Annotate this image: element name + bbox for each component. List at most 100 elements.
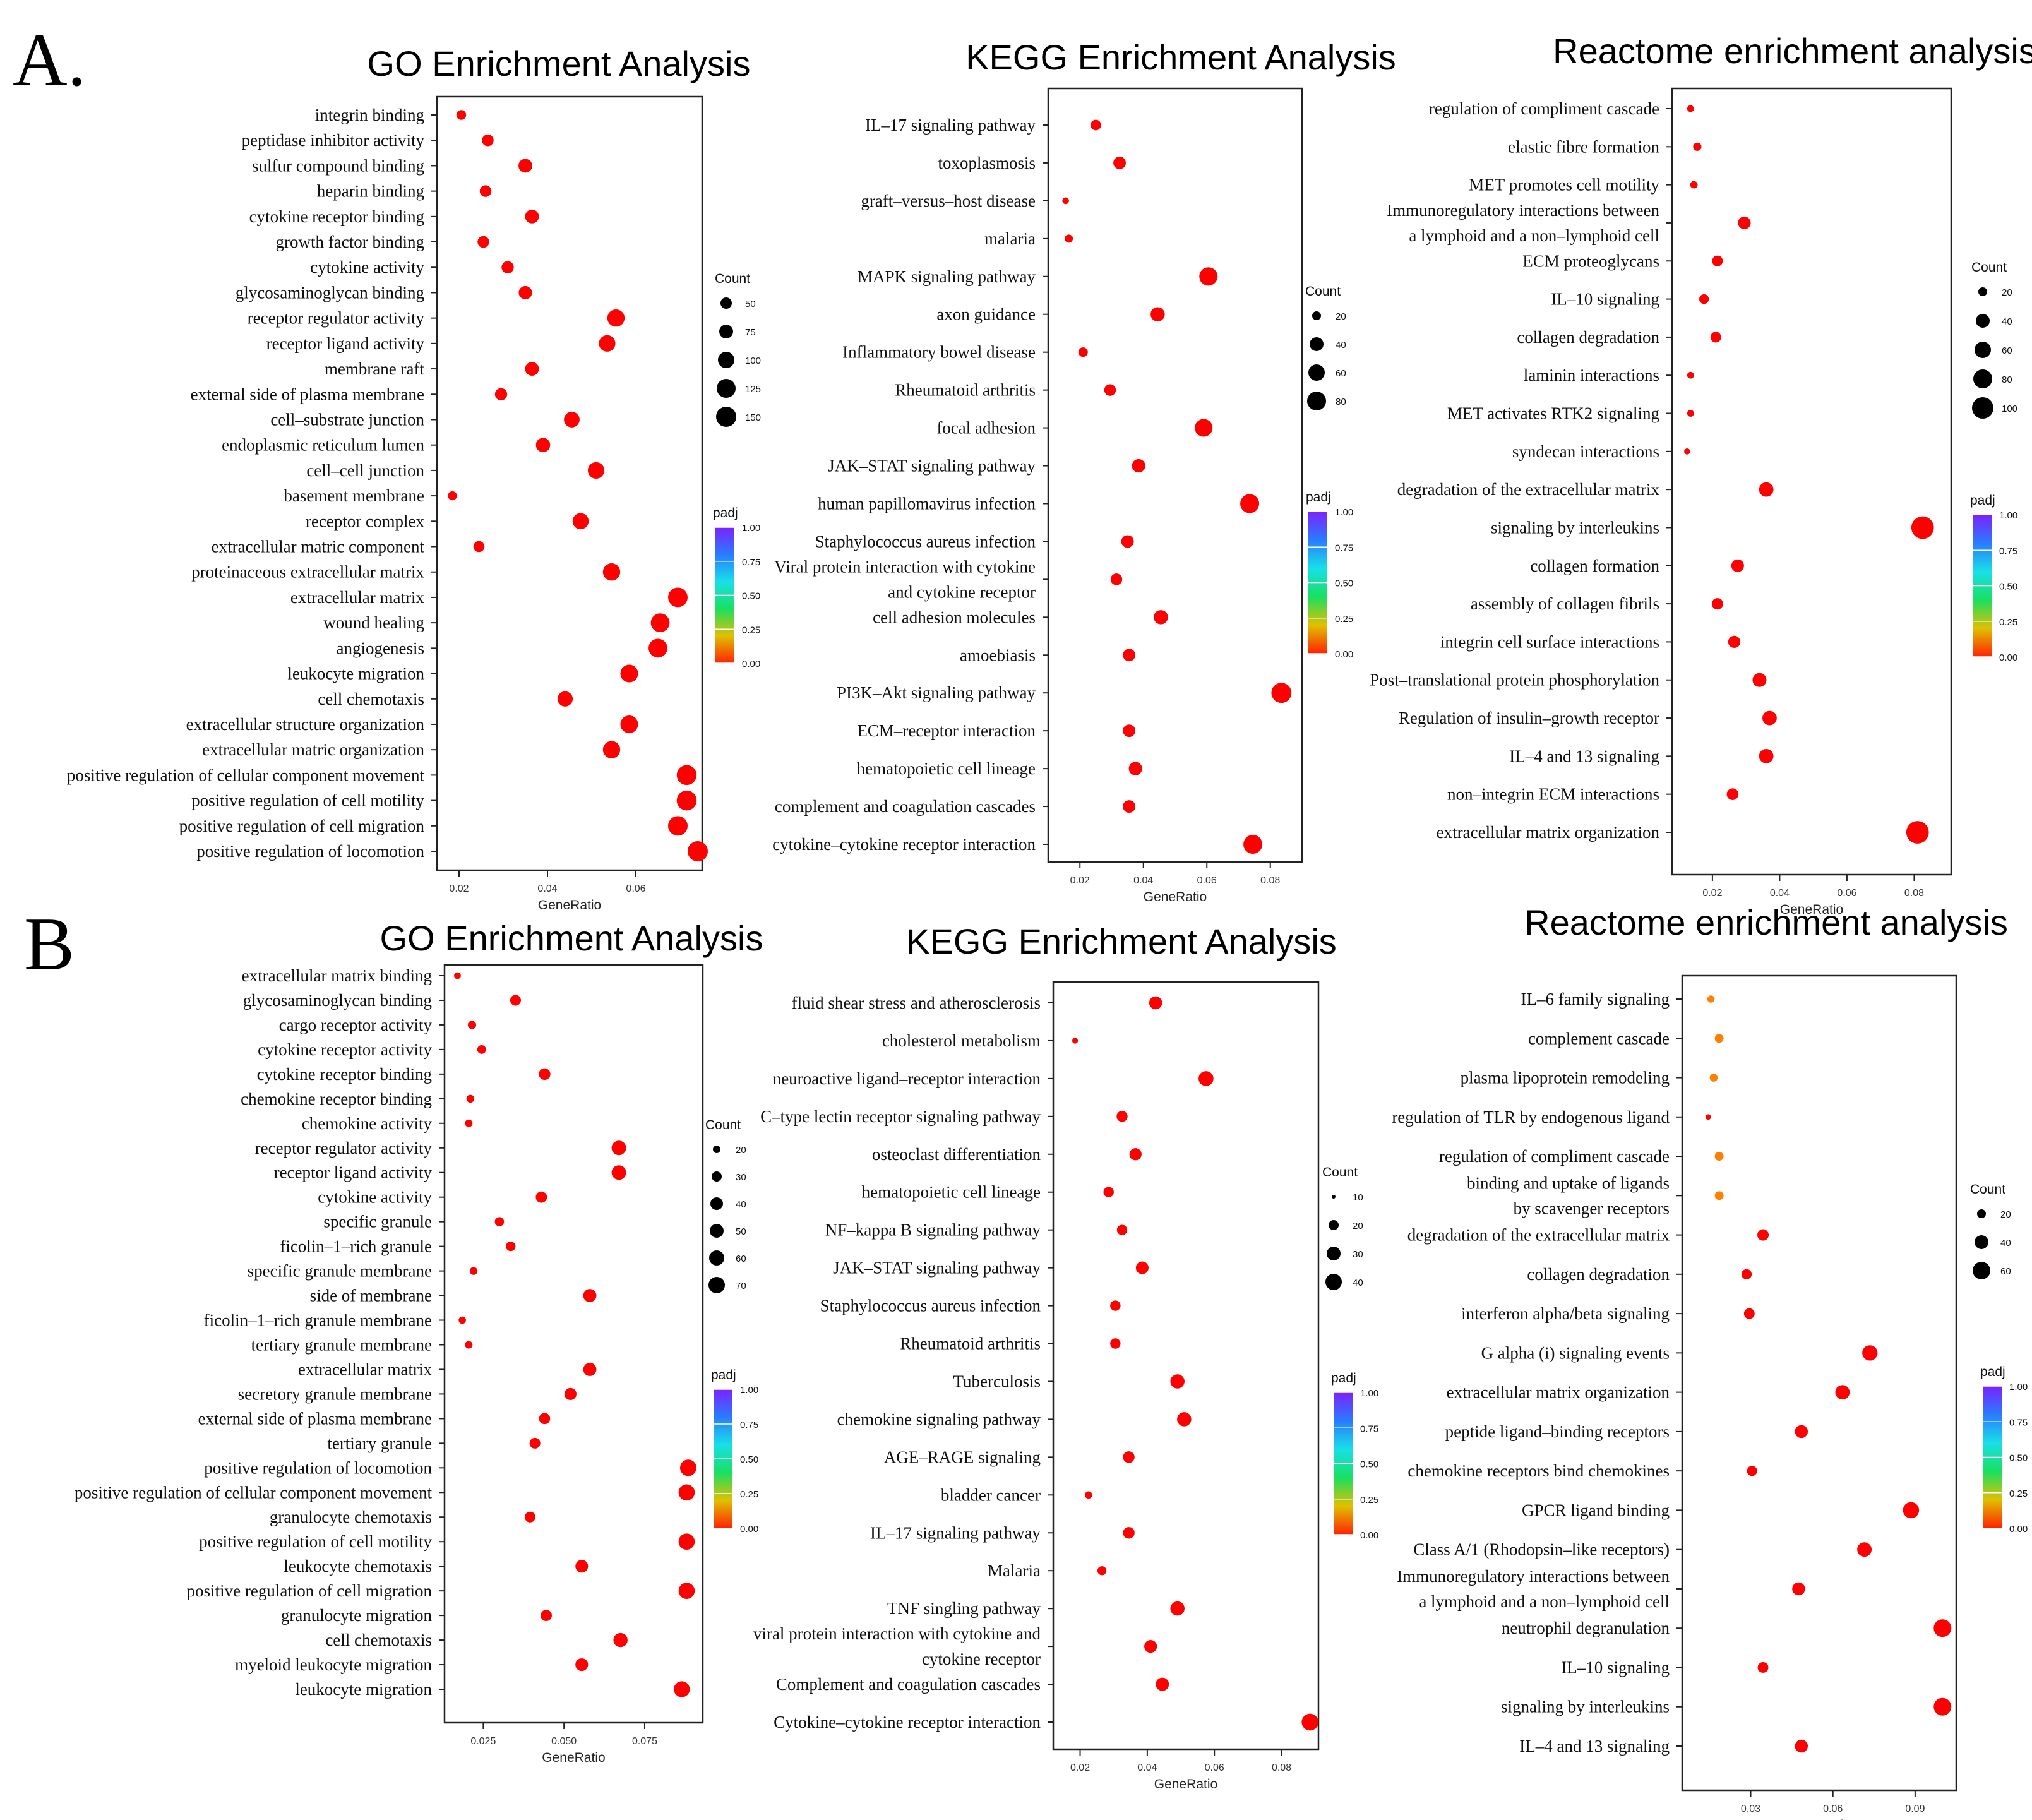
term-label-line: neutrophil degranulation [1502, 1619, 1670, 1637]
plot-frame [1681, 974, 1957, 1792]
term-label: membrane raft [325, 359, 425, 378]
data-point [1123, 800, 1136, 813]
term-label-line: cell chemotaxis [318, 690, 424, 709]
data-point [678, 1583, 695, 1599]
count-legend-label: 80 [2002, 374, 2012, 385]
padj-tick-label: 0.25 [740, 1489, 758, 1500]
data-point [524, 1511, 535, 1523]
term-label-line: regulation of compliment cascade [1429, 99, 1659, 118]
x-tick-label: 0.025 [470, 1736, 496, 1747]
data-point [1933, 1697, 1952, 1716]
count-legend-label: 125 [745, 384, 761, 395]
count-legend-label: 40 [736, 1199, 746, 1210]
padj-legend-title: padj [1970, 493, 1995, 508]
plot-frame [436, 95, 703, 871]
count-legend-label: 60 [2000, 1266, 2011, 1277]
padj-tick-label: 0.00 [742, 659, 760, 669]
data-point [518, 159, 532, 173]
term-label-line: peptidase inhibitor activity [242, 131, 425, 150]
x-tick-label: 0.04 [537, 883, 557, 894]
data-point [1862, 1345, 1878, 1361]
padj-tick-label: 1.00 [1335, 507, 1353, 518]
x-tick-label: 0.06 [1837, 888, 1856, 899]
x-tick-label: 0.04 [1770, 888, 1790, 899]
padj-tick-label: 0.50 [740, 1454, 758, 1465]
term-label-line: Immunoregulatory interactions between [1397, 1567, 1670, 1586]
term-label-line: PI3K–Akt signaling pathway [837, 683, 1036, 702]
term-label-line: positive regulation of cell motility [199, 1532, 432, 1551]
term-label: secretory granule membrane [238, 1384, 432, 1403]
term-label: external side of plasma membrane [198, 1409, 432, 1428]
term-label: specific granule membrane [248, 1262, 432, 1281]
term-label-line: signaling by interleukins [1501, 1697, 1670, 1716]
count-legend-label: 50 [745, 299, 756, 309]
data-point [1085, 1491, 1092, 1499]
term-label: chemokine receptor binding [241, 1089, 432, 1108]
term-label: C–type lectin receptor signaling pathway [760, 1107, 1041, 1126]
term-label: wound healing [323, 613, 424, 632]
term-label-line: elastic fibre formation [1508, 137, 1659, 156]
term-label-line: TNF singling pathway [887, 1599, 1041, 1618]
data-point [1123, 724, 1136, 738]
count-legend-label: 40 [2002, 316, 2012, 327]
padj-legend-title: padj [1331, 1371, 1356, 1386]
count-legend-dot [718, 352, 734, 368]
data-point [541, 1610, 552, 1622]
term-label: extracellular matrix organization [1437, 823, 1660, 842]
term-label: MET promotes cell motility [1469, 176, 1659, 195]
term-label: cytokine receptor binding [249, 207, 424, 226]
data-point [1762, 710, 1777, 726]
term-label: side of membrane [310, 1286, 432, 1305]
term-label-line: cell adhesion molecules [873, 608, 1036, 626]
term-label-line: MET activates RTK2 signaling [1447, 404, 1659, 423]
term-label: receptor regulator activity [248, 309, 425, 328]
data-point [611, 1165, 626, 1180]
term-label-line: external side of plasma membrane [191, 385, 424, 404]
data-point [575, 1560, 589, 1573]
term-label: Regulation of insulin–growth receptor [1399, 709, 1659, 727]
padj-tick-label: 0.25 [1360, 1495, 1378, 1506]
term-label: cell adhesion molecules [873, 608, 1036, 626]
x-tick-label: 0.06 [1197, 875, 1217, 886]
data-point [1687, 410, 1694, 417]
data-point [1741, 1269, 1752, 1279]
x-tick-label: 0.02 [1070, 1763, 1090, 1773]
term-label-line: Viral protein interaction with cytokine [774, 557, 1036, 576]
term-label-line: positive regulation of cell motility [191, 791, 424, 810]
term-label-line: myeloid leukocyte migration [235, 1655, 432, 1674]
x-tick-label: 0.08 [1904, 888, 1924, 899]
x-tick-label: 0.06 [1823, 1804, 1843, 1814]
count-legend-dot [717, 379, 736, 398]
data-point [668, 816, 688, 836]
term-label-line: extracellular matrix [298, 1360, 433, 1379]
count-legend-dot [719, 325, 733, 338]
count-legend-dot [1325, 1274, 1342, 1290]
term-label-line: cholesterol metabolism [882, 1031, 1041, 1050]
term-label: extracellular matric component [212, 537, 425, 556]
x-tick-label: 0.09 [1905, 1804, 1925, 1814]
term-label: extracellular structure organization [186, 715, 425, 734]
padj-tick-label: 0.25 [2009, 1488, 2028, 1499]
data-point [587, 462, 605, 479]
term-label-line: fluid shear stress and atherosclerosis [792, 993, 1041, 1012]
data-point [1731, 559, 1744, 572]
padj-tick-label: 0.50 [1335, 578, 1353, 589]
term-label: Post–translational protein phosphorylati… [1370, 671, 1659, 690]
data-point [1121, 535, 1134, 548]
term-label: G alpha (i) signaling events [1481, 1343, 1670, 1362]
count-legend-dot [710, 1224, 724, 1238]
term-label: GPCR ligand binding [1522, 1500, 1670, 1519]
term-label: malaria [984, 229, 1036, 248]
term-label: glycosaminoglycan binding [236, 283, 424, 302]
padj-tick-label: 0.00 [1999, 652, 2017, 663]
term-label-line: heparin binding [317, 182, 424, 201]
term-label-line: AGE–RAGE signaling [884, 1447, 1041, 1466]
count-legend-dot [1977, 1209, 1986, 1218]
term-label-line: ficolin–1–rich granule membrane [204, 1311, 432, 1330]
term-label-line: receptor complex [306, 512, 425, 530]
padj-tick-label: 0.75 [2009, 1417, 2028, 1428]
term-label-line: positive regulation of locomotion [204, 1458, 432, 1477]
panel-6: Reactome enrichment analysis 0.03 0.06 0.09… [1392, 902, 2028, 1820]
count-legend-label: 100 [2002, 404, 2017, 414]
count-legend-label: 30 [1353, 1249, 1363, 1260]
